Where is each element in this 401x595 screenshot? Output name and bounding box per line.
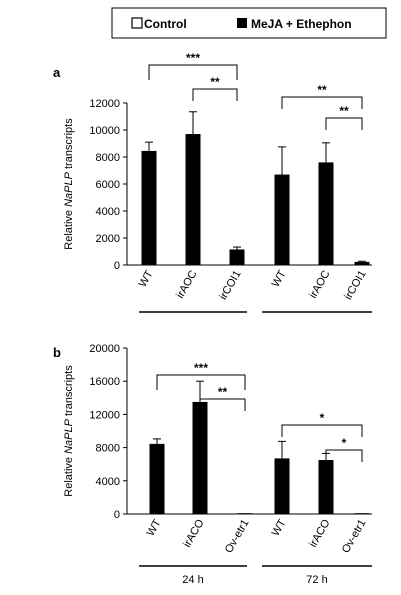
panel-label: a [53,65,61,80]
bar [354,261,370,265]
legend: Control MeJA + Ethephon [111,7,387,39]
legend-swatch-treatment [237,18,247,28]
significance-label: *** [186,51,200,65]
x-tick-label: irAOC [307,268,332,300]
y-axis-label-part: transcripts [63,365,75,419]
y-tick-label: 16000 [89,376,120,388]
y-tick-label: 2000 [96,233,120,245]
group-label: 24 h [182,574,203,586]
group-label: 72 h [306,574,327,586]
significance-bracket [281,96,363,109]
bar [237,513,253,514]
significance-bracket [148,64,238,80]
significance-label: * [320,411,325,425]
legend-label-control: Control [144,17,187,31]
y-axis-label: Relative NaPLP transcripts [63,365,75,497]
significance-bracket [281,424,363,437]
y-axis-label-part: NaPLP [63,171,75,207]
x-tick-label: WT [137,268,156,289]
x-tick-label: irACO [181,517,207,549]
bar [192,401,208,514]
legend-label-treatment: MeJA + Ethephon [251,17,352,31]
bar [229,249,245,265]
y-axis-label-part: transcripts [63,118,75,172]
y-axis-label: Relative NaPLP transcripts [63,118,75,250]
significance-label: ** [218,385,228,399]
x-tick-label: irCOI1 [217,269,243,303]
bar [185,134,201,265]
panels: a 0 2000 4000 6000 8000 10000 12000 Relative NaP… [53,51,372,586]
x-tick-label: irACO [307,517,333,549]
significance-bracket [325,117,363,130]
y-tick-label: 0 [114,260,120,272]
x-tick-label: WT [270,268,289,289]
y-tick-label: 4000 [96,476,120,488]
x-tick-label: Ov-etr1 [340,518,369,556]
significance-label: ** [317,83,327,97]
significance-bracket [192,88,238,101]
y-tick-label: 20000 [89,343,120,355]
panel-label: b [53,345,61,360]
significance-label: ** [339,104,349,118]
y-tick-label: 6000 [96,179,120,191]
y-tick-label: 12000 [89,409,120,421]
panel-a: a 0 2000 4000 6000 8000 10000 12000 Relative NaP… [53,51,372,313]
x-tick-label: irAOC [174,268,199,300]
y-axis-label-part: Relative [63,454,75,497]
significance-label: ** [210,75,220,89]
significance-bracket [156,374,246,390]
bar [318,460,334,514]
significance-bracket [199,398,246,411]
bar [149,443,165,514]
y-axis-label-part: Relative [63,207,75,250]
x-tick-label: irCOI1 [342,269,368,303]
significance-label: *** [194,361,208,375]
y-tick-label: 10000 [89,125,120,137]
y-axis-label-part: NaPLP [63,418,75,454]
x-tick-label: WT [270,517,289,538]
bar [274,458,290,514]
y-tick-label: 0 [114,509,120,521]
x-tick-label: WT [145,517,164,538]
bar [141,150,157,265]
bar [274,174,290,265]
bar [318,162,334,265]
panel-b: b 0 4000 8000 12000 16000 20000 Relative NaPLP … [53,343,372,586]
significance-label: * [342,436,347,450]
y-tick-label: 4000 [96,206,120,218]
y-tick-label: 8000 [96,443,120,455]
legend-swatch-control [131,17,143,29]
y-tick-label: 8000 [96,152,120,164]
y-tick-label: 12000 [89,98,120,110]
x-tick-label: Ov-etr1 [223,518,252,556]
significance-bracket [325,449,363,462]
bar [354,513,370,514]
legend-frame [111,7,387,39]
